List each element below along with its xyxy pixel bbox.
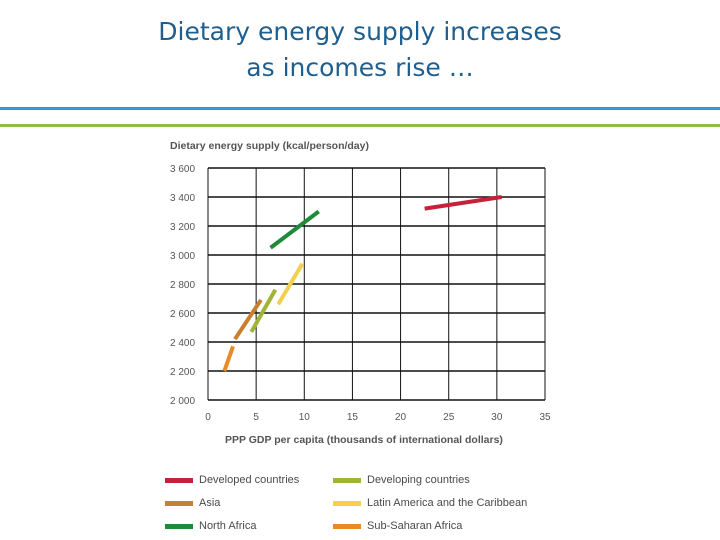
y-tick-label: 2 000 (170, 396, 195, 407)
x-axis-label: PPP GDP per capita (thousands of interna… (225, 434, 503, 446)
legend-label: North Africa (199, 520, 257, 532)
chart-legend: Developed countries Developing countries A… (165, 470, 585, 536)
slide-title-line-1: Dietary energy supply increases (158, 17, 562, 46)
legend-item-developing-countries: Developing countries (333, 470, 470, 490)
slide-title-line-2: as incomes rise … (246, 53, 474, 82)
legend-swatch (165, 500, 193, 506)
legend-item-sub-saharan-africa: Sub-Saharan Africa (333, 516, 462, 536)
slide-title: Dietary energy supply increases as incom… (0, 14, 720, 86)
y-tick-label: 3 400 (170, 193, 195, 204)
legend-label: Developed countries (199, 474, 300, 486)
x-tick-label: 20 (395, 412, 407, 423)
y-tick-label: 3 200 (170, 222, 195, 233)
legend-item-latin-america-and-the-caribbean: Latin America and the Caribbean (333, 493, 527, 513)
x-tick-label: 35 (539, 412, 551, 423)
x-tick-label: 10 (299, 412, 311, 423)
y-tick-label: 3 600 (170, 164, 195, 175)
legend-swatch (165, 523, 193, 529)
legend-label: Developing countries (367, 474, 470, 486)
y-tick-label: 2 800 (170, 280, 195, 291)
title-divider-blue (0, 107, 720, 110)
legend-label: Sub-Saharan Africa (367, 520, 463, 532)
x-tick-label: 25 (443, 412, 455, 423)
x-tick-label: 15 (347, 412, 359, 423)
series-line-developed-countries (424, 195, 502, 211)
legend-item-asia: Asia (165, 493, 220, 513)
legend-item-north-africa: North Africa (165, 516, 256, 536)
y-axis-label: Dietary energy supply (kcal/person/day) (170, 140, 369, 152)
chart: Dietary energy supply (kcal/person/day) 2… (170, 140, 551, 446)
y-tick-label: 3 000 (170, 251, 195, 262)
legend-label: Latin America and the Caribbean (367, 497, 528, 509)
y-tick-label: 2 400 (170, 338, 195, 349)
legend-swatch (333, 500, 361, 506)
legend-item-developed-countries: Developed countries (165, 470, 299, 490)
series-line-sub-saharan-africa (222, 345, 235, 372)
y-tick-label: 2 200 (170, 367, 195, 378)
x-tick-label: 0 (205, 412, 211, 423)
legend-swatch (333, 477, 361, 483)
legend-swatch (333, 523, 361, 529)
legend-label: Asia (199, 497, 221, 509)
series-line-asia (233, 298, 263, 341)
title-divider-green (0, 124, 720, 127)
x-tick-label: 5 (253, 412, 259, 423)
series-line-developing-countries (249, 288, 278, 333)
series-line-latin-america-and-the-caribbean (276, 262, 305, 306)
legend-swatch (165, 477, 193, 483)
x-tick-label: 30 (491, 412, 503, 423)
y-tick-label: 2 600 (170, 309, 195, 320)
series-line-north-africa (269, 209, 320, 250)
